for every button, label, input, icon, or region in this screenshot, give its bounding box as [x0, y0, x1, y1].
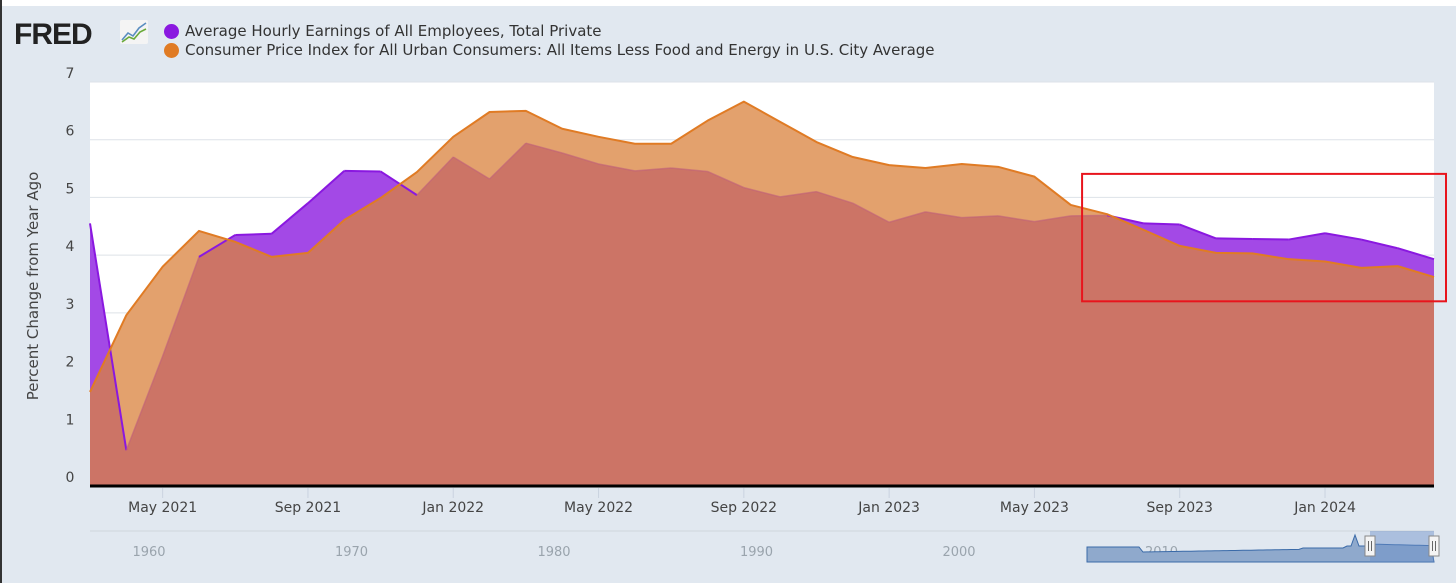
y-tick-label: 7 [66, 66, 75, 82]
earnings-line-segment [416, 156, 454, 196]
y-tick-label: 6 [66, 124, 75, 140]
x-tick-label: Sep 2021 [275, 500, 341, 516]
earnings-line-segment [89, 223, 128, 451]
earnings-line-segment [707, 170, 745, 189]
earnings-line-segment [1216, 237, 1253, 240]
x-tick-label: Sep 2022 [711, 500, 777, 516]
x-tick-label: Jan 2024 [1293, 500, 1356, 516]
y-tick-label: 1 [66, 412, 75, 428]
earnings-line-segment [489, 142, 527, 180]
top-border [2, 0, 1456, 6]
legend-item-earnings[interactable]: Average Hourly Earnings of All Employees… [164, 22, 935, 41]
cpi-line [89, 100, 1435, 393]
earnings-line-segment [125, 355, 164, 451]
legend-dot-orange [164, 43, 179, 58]
annotation-rectangle [1081, 172, 1447, 303]
legend-dot-purple [164, 24, 179, 39]
y-axis-label: Percent Change from Year Ago [24, 172, 42, 401]
legend-item-cpi[interactable]: Consumer Price Index for All Urban Consu… [164, 41, 935, 60]
line-chart-icon [120, 20, 148, 44]
earnings-line-segment [743, 186, 781, 198]
earnings-line-segment [1252, 237, 1289, 241]
navigator-year-label: 1970 [335, 545, 368, 560]
navigator-selection [1370, 531, 1434, 562]
earnings-line-segment [816, 190, 854, 204]
y-tick-label: 3 [66, 297, 75, 313]
earnings-line-segment [1179, 223, 1217, 240]
earnings-line-segment [1361, 238, 1398, 250]
earnings-line-segment [1070, 214, 1108, 217]
earnings-line-segment [452, 156, 490, 180]
x-tick-label: May 2021 [128, 500, 197, 516]
x-tick-label: May 2022 [564, 500, 633, 516]
earnings-line-segment [307, 170, 345, 204]
earnings-line-segment [161, 256, 200, 357]
y-tick-label: 4 [66, 239, 75, 255]
x-tick-label: Jan 2023 [857, 500, 920, 516]
earnings-line-segment [997, 215, 1035, 223]
navigator-year-label: 1990 [740, 545, 773, 560]
earnings-line-segment [780, 190, 817, 198]
earnings-line-segment [1397, 247, 1435, 261]
earnings-line-segment [671, 167, 708, 173]
earnings-line-segment [561, 152, 599, 165]
earnings-line-segment [198, 234, 236, 258]
earnings-line-segment [270, 202, 309, 235]
area-overlap [90, 143, 1434, 487]
navigator-handle[interactable] [1364, 535, 1376, 557]
navigator[interactable]: 1960197019801990200020102020 [90, 530, 1440, 563]
earnings-line-segment [925, 211, 962, 219]
legend: Average Hourly Earnings of All Employees… [164, 22, 935, 60]
y-tick-label: 2 [66, 355, 75, 371]
earnings-line-segment [1143, 222, 1180, 226]
earnings-line-segment [598, 163, 636, 172]
earnings-line-segment [888, 211, 926, 223]
earnings-line-segment [235, 232, 272, 236]
legend-label: Average Hourly Earnings of All Employees… [185, 22, 602, 40]
x-tick-label: Jan 2022 [421, 500, 484, 516]
y-tick-label: 5 [66, 181, 75, 197]
earnings-line-segment [852, 202, 890, 223]
earnings-line-segment [1288, 232, 1326, 241]
earnings-line-segment [634, 167, 672, 172]
y-tick-label: 0 [66, 470, 75, 486]
earnings-line-segment [1034, 215, 1071, 223]
navigator-year-label: 1980 [537, 545, 570, 560]
navigator-series [1086, 533, 1435, 563]
earnings-line-segment [380, 170, 418, 196]
earnings-line-segment [344, 169, 381, 173]
legend-label: Consumer Price Index for All Urban Consu… [185, 41, 935, 59]
fred-logo[interactable]: FRED [14, 18, 93, 51]
navigator-year-label: 1960 [132, 545, 165, 560]
x-tick-label: Sep 2023 [1146, 500, 1212, 516]
navigator-handle[interactable] [1428, 535, 1440, 557]
earnings-line-segment [525, 142, 563, 154]
earnings-line-segment [1324, 232, 1362, 241]
x-tick-label: May 2023 [1000, 500, 1069, 516]
navigator-year-label: 2000 [942, 545, 975, 560]
earnings-line-segment [961, 215, 999, 219]
